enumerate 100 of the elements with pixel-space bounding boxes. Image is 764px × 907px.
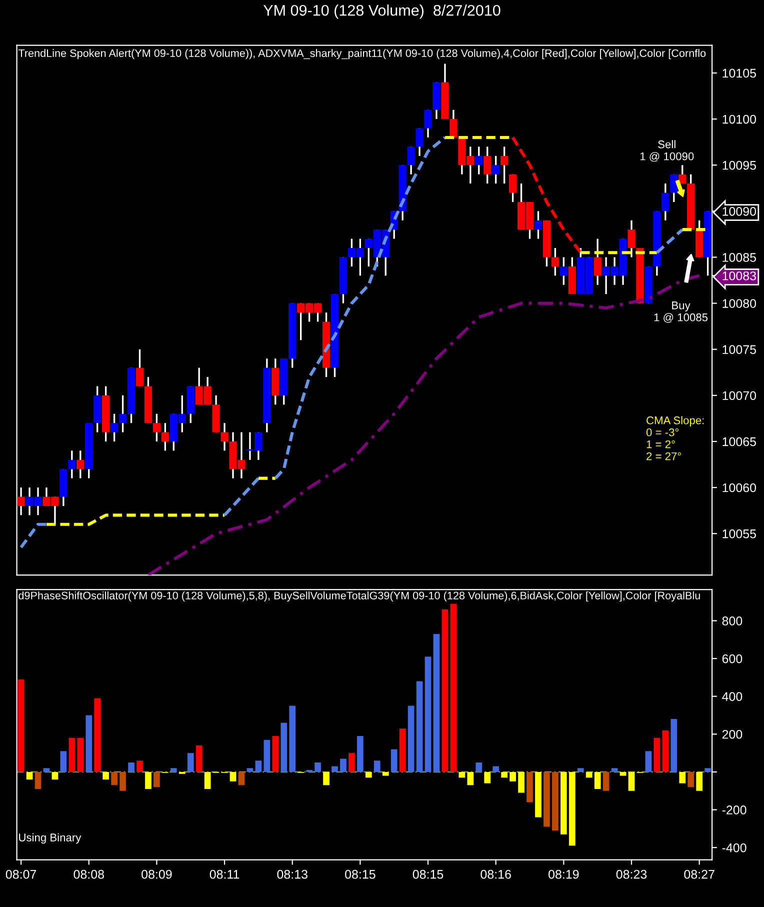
y-tick-label: 10100: [722, 114, 756, 124]
candlestick: [424, 109, 432, 138]
bar: [577, 768, 584, 772]
y-tick-label: 10055: [722, 529, 756, 538]
candlestick: [594, 238, 602, 286]
bar: [484, 772, 491, 784]
bar: [501, 772, 508, 778]
y-tick-label: 10083: [722, 271, 756, 280]
bar: [408, 706, 414, 772]
annotation: Using Binary: [19, 833, 82, 844]
bar: [94, 698, 101, 772]
bar: [26, 772, 33, 780]
bar: [52, 772, 58, 780]
bar: [34, 772, 42, 789]
chart-subtitle: TrendLine Spoken Alert(YM 09-10 (128 Volume)), ADXVMA_sharky_paint11(YM 09-10 (128 Volume),4,Color [Red],Color [Yellow],Color [Cornflo: [18, 49, 706, 60]
bar: [128, 762, 134, 772]
bar: [645, 751, 652, 772]
bar: [535, 772, 542, 818]
bar: [272, 736, 279, 772]
candlestick: [475, 146, 483, 176]
candlestick: [220, 422, 228, 452]
bar: [68, 738, 76, 772]
candlestick: [152, 412, 161, 442]
y-tick-label: 10080: [722, 299, 756, 308]
y-tick-label: 10065: [722, 437, 756, 446]
candlestick: [76, 450, 84, 480]
bar: [323, 772, 330, 786]
x-tick-label: 08:19: [548, 870, 579, 879]
candlestick: [118, 394, 127, 434]
bar: [492, 766, 500, 772]
bar: [476, 762, 482, 772]
bar: [314, 762, 321, 772]
y-tick-label: 10105: [722, 68, 756, 78]
x-tick-label: 08:23: [616, 870, 647, 879]
bar: [264, 740, 270, 772]
annotation: Sell 1 @ 10090: [640, 140, 694, 162]
y-tick-label: 800: [722, 616, 742, 626]
bar: [568, 772, 576, 846]
x-tick-label: 08:16: [480, 870, 511, 879]
bar: [416, 681, 423, 772]
bar: [602, 772, 610, 791]
bar: [594, 772, 601, 789]
bar: [145, 772, 152, 789]
bar: [399, 728, 406, 772]
bar: [86, 715, 92, 772]
bar: [280, 722, 288, 772]
chart-subtitle: d9PhaseShiftOscillator(YM 09-10 (128 Volume),5,8), BuySellVolumeTotalG39(YM 09-10 (128 Volume),6,BidAsk,Color [Yellow],Color [RoyalBlu: [18, 591, 700, 602]
bar: [390, 749, 398, 772]
annotation: Buy 1 @ 10085: [654, 302, 708, 323]
bar: [560, 772, 567, 834]
candlestick: [110, 412, 118, 442]
bar: [196, 745, 202, 772]
bar: [611, 768, 618, 772]
bar: [111, 772, 118, 786]
bar: [382, 772, 389, 776]
bar: [628, 772, 635, 791]
bar: [18, 679, 24, 772]
bar: [704, 768, 711, 772]
bar: [442, 609, 448, 772]
x-tick-label: 08:13: [277, 870, 308, 879]
chart-title: YM 09-10 (128 Volume) 8/27/2010: [263, 4, 500, 19]
candlestick: [161, 422, 169, 452]
candlestick: [670, 173, 678, 203]
bar: [424, 656, 432, 772]
candlestick: [628, 220, 636, 258]
bar: [357, 736, 364, 772]
candlestick: [68, 450, 76, 480]
candlestick: [484, 146, 492, 184]
bar: [230, 772, 236, 782]
bar: [136, 760, 143, 772]
bar: [696, 772, 703, 791]
bar: [170, 768, 177, 772]
bar: [670, 719, 678, 772]
candlestick: [136, 348, 144, 388]
bar: [77, 738, 84, 772]
candlestick: [407, 146, 415, 176]
x-tick-label: 08:11: [210, 870, 240, 879]
bar: [102, 772, 110, 780]
bar: [552, 772, 558, 831]
bar: [348, 753, 355, 772]
annotation: CMA Slope: 0 = -3° 1 = 2° 2 = 27°: [646, 416, 704, 460]
bar: [458, 772, 466, 778]
x-tick-label: 08:08: [74, 870, 104, 879]
line-series: [511, 136, 582, 254]
candlestick: [416, 127, 424, 157]
bar: [518, 772, 524, 793]
candlestick: [560, 256, 568, 286]
bar: [526, 772, 533, 802]
candlestick: [492, 155, 500, 184]
bar: [374, 760, 380, 772]
bar: [289, 706, 296, 772]
y-tick-label: -400: [722, 843, 746, 852]
y-tick-label: 400: [722, 692, 742, 701]
y-tick-label: -200: [722, 806, 746, 814]
bar: [340, 758, 346, 772]
bar: [60, 751, 67, 772]
bar: [433, 634, 440, 772]
y-tick-label: 200: [722, 730, 742, 739]
x-tick-label: 08:27: [684, 870, 714, 879]
y-tick-label: 10095: [722, 160, 756, 170]
